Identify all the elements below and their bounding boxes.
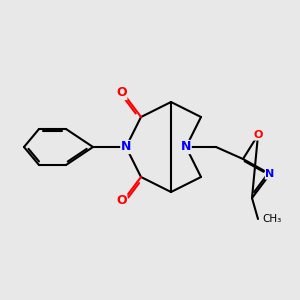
Text: O: O (253, 130, 263, 140)
Text: N: N (181, 140, 191, 154)
Text: CH₃: CH₃ (262, 214, 282, 224)
Text: O: O (116, 86, 127, 100)
Text: N: N (266, 169, 274, 179)
Text: O: O (116, 194, 127, 208)
Text: N: N (121, 140, 131, 154)
